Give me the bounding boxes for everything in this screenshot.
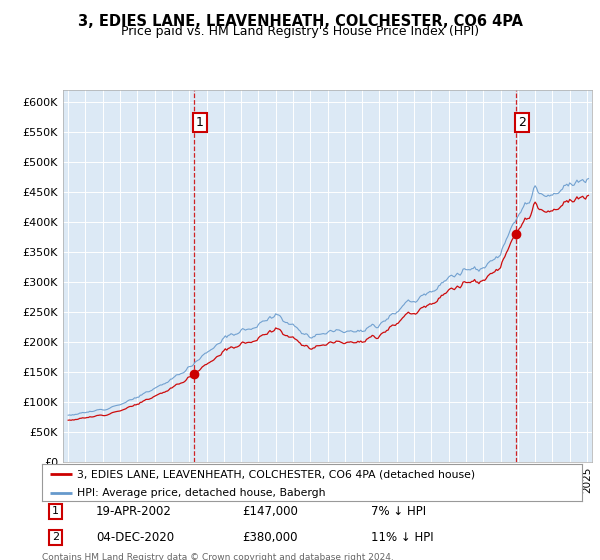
Text: 3, EDIES LANE, LEAVENHEATH, COLCHESTER, CO6 4PA (detached house): 3, EDIES LANE, LEAVENHEATH, COLCHESTER, … — [77, 469, 475, 479]
Text: 04-DEC-2020: 04-DEC-2020 — [96, 531, 174, 544]
Text: 1: 1 — [196, 116, 203, 129]
Text: 1: 1 — [52, 506, 59, 516]
Text: Contains HM Land Registry data © Crown copyright and database right 2024.
This d: Contains HM Land Registry data © Crown c… — [42, 553, 394, 560]
Text: £380,000: £380,000 — [242, 531, 298, 544]
Text: £147,000: £147,000 — [242, 505, 298, 518]
Text: 19-APR-2002: 19-APR-2002 — [96, 505, 172, 518]
Text: HPI: Average price, detached house, Babergh: HPI: Average price, detached house, Babe… — [77, 488, 326, 498]
Text: 2: 2 — [518, 116, 526, 129]
Text: 2: 2 — [52, 533, 59, 543]
Text: 11% ↓ HPI: 11% ↓ HPI — [371, 531, 434, 544]
Text: Price paid vs. HM Land Registry's House Price Index (HPI): Price paid vs. HM Land Registry's House … — [121, 25, 479, 38]
Text: 3, EDIES LANE, LEAVENHEATH, COLCHESTER, CO6 4PA: 3, EDIES LANE, LEAVENHEATH, COLCHESTER, … — [77, 14, 523, 29]
Text: 7% ↓ HPI: 7% ↓ HPI — [371, 505, 427, 518]
